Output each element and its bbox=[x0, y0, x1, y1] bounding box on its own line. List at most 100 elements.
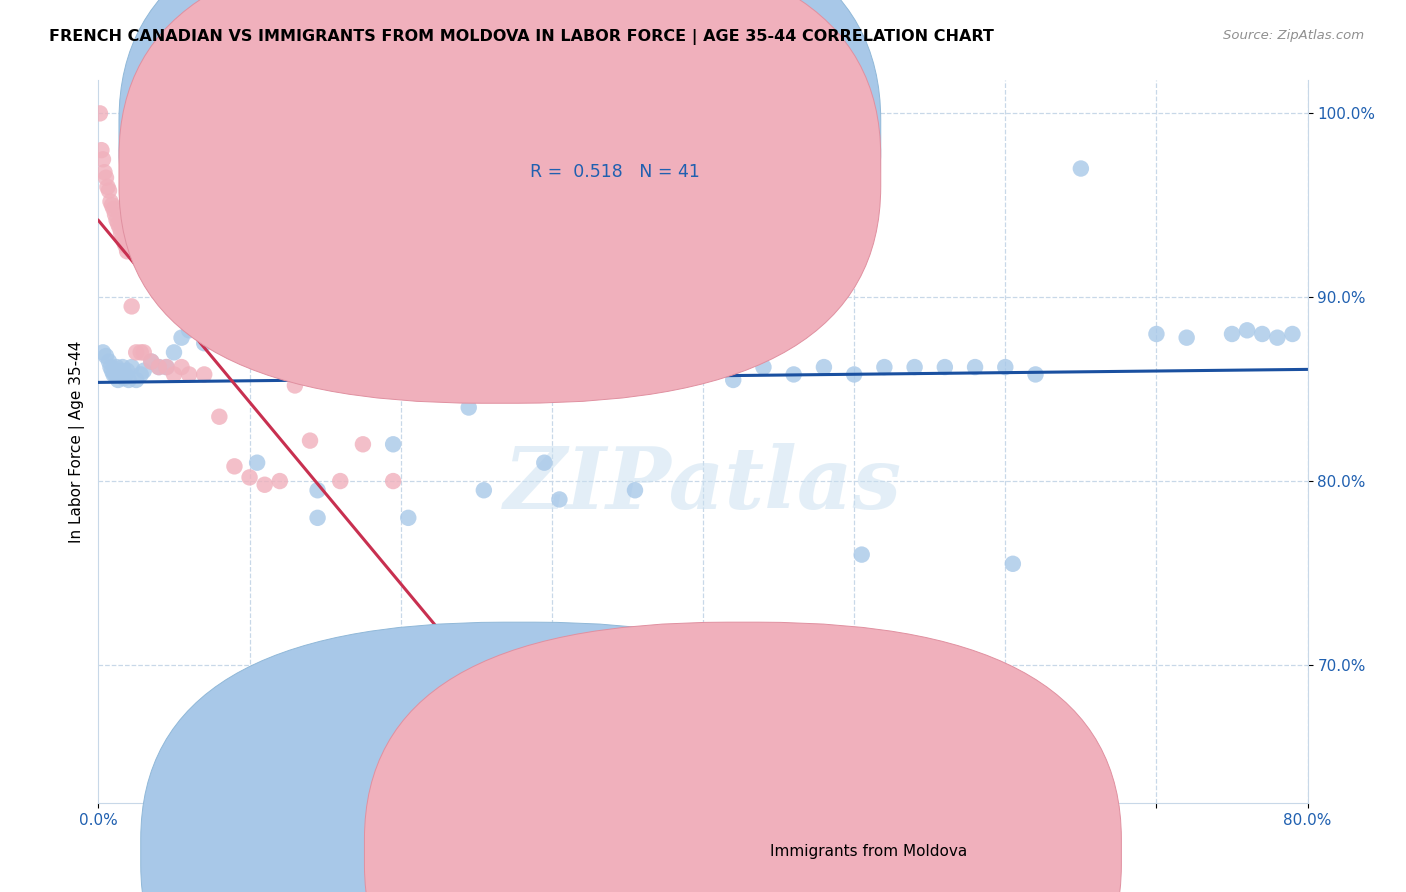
Text: ZIPatlas: ZIPatlas bbox=[503, 443, 903, 526]
Point bbox=[148, 360, 170, 375]
Point bbox=[510, 354, 533, 368]
Point bbox=[389, 368, 412, 382]
Point bbox=[90, 143, 112, 157]
FancyBboxPatch shape bbox=[467, 109, 872, 200]
Point bbox=[239, 470, 262, 484]
Point bbox=[994, 360, 1017, 375]
Point bbox=[224, 459, 246, 474]
Point bbox=[103, 202, 125, 216]
Point bbox=[299, 354, 322, 368]
Point bbox=[382, 437, 405, 451]
Point bbox=[851, 548, 873, 562]
Text: R =  0.088   N = 80: R = 0.088 N = 80 bbox=[530, 127, 700, 145]
Point bbox=[105, 360, 128, 375]
Point bbox=[269, 342, 291, 356]
FancyBboxPatch shape bbox=[120, 0, 880, 403]
Point bbox=[104, 368, 127, 382]
Point bbox=[208, 331, 231, 345]
Point bbox=[540, 364, 562, 378]
Point bbox=[108, 220, 131, 235]
Point bbox=[193, 368, 215, 382]
Point bbox=[125, 345, 148, 359]
Point bbox=[661, 360, 683, 375]
Point bbox=[110, 226, 132, 240]
Point bbox=[904, 360, 927, 375]
Text: Immigrants from Moldova: Immigrants from Moldova bbox=[769, 845, 967, 859]
FancyBboxPatch shape bbox=[120, 0, 880, 368]
Point bbox=[100, 194, 122, 209]
Point bbox=[1001, 557, 1024, 571]
Point bbox=[94, 349, 117, 363]
Point bbox=[299, 434, 322, 448]
Point bbox=[307, 511, 329, 525]
Point bbox=[420, 373, 443, 387]
Point bbox=[1175, 331, 1198, 345]
Point bbox=[224, 323, 246, 337]
Point bbox=[344, 360, 367, 375]
Point bbox=[813, 360, 835, 375]
Text: Source: ZipAtlas.com: Source: ZipAtlas.com bbox=[1223, 29, 1364, 42]
Point bbox=[571, 345, 593, 359]
Point bbox=[1070, 161, 1092, 176]
Point bbox=[89, 106, 111, 120]
Point bbox=[129, 368, 152, 382]
Point bbox=[141, 354, 163, 368]
Point bbox=[481, 345, 503, 359]
Point bbox=[179, 323, 201, 337]
Point bbox=[115, 364, 138, 378]
Point bbox=[253, 331, 276, 345]
Point bbox=[94, 170, 117, 185]
Point bbox=[107, 373, 129, 387]
Point bbox=[450, 373, 472, 387]
Point bbox=[118, 238, 141, 252]
Point bbox=[104, 207, 127, 221]
Point bbox=[107, 217, 129, 231]
Point bbox=[91, 345, 114, 359]
Point bbox=[329, 364, 352, 378]
Point bbox=[396, 511, 419, 525]
Point bbox=[307, 483, 329, 498]
Point bbox=[91, 153, 114, 167]
Point bbox=[96, 180, 118, 194]
Text: R =  0.518   N = 41: R = 0.518 N = 41 bbox=[530, 163, 700, 181]
Point bbox=[533, 456, 555, 470]
Point bbox=[163, 368, 186, 382]
Point bbox=[110, 368, 132, 382]
Point bbox=[1024, 368, 1046, 382]
Point bbox=[112, 235, 135, 249]
Point bbox=[382, 474, 405, 488]
Point bbox=[103, 368, 125, 382]
Point bbox=[873, 360, 896, 375]
Point bbox=[783, 368, 806, 382]
Point bbox=[114, 368, 136, 382]
Point bbox=[548, 492, 571, 507]
Point bbox=[111, 360, 134, 375]
Point bbox=[170, 331, 193, 345]
Point bbox=[631, 345, 654, 359]
Point bbox=[329, 474, 352, 488]
Point bbox=[93, 165, 115, 179]
Point bbox=[111, 231, 134, 245]
Point bbox=[352, 437, 374, 451]
Point bbox=[98, 354, 121, 368]
Point bbox=[112, 371, 135, 385]
Point bbox=[472, 483, 495, 498]
Point bbox=[101, 364, 124, 378]
FancyBboxPatch shape bbox=[141, 623, 897, 892]
Point bbox=[115, 244, 138, 259]
Point bbox=[692, 364, 714, 378]
Point bbox=[844, 368, 866, 382]
Point bbox=[602, 354, 624, 368]
Point bbox=[155, 360, 177, 375]
Point bbox=[132, 345, 155, 359]
Point bbox=[121, 300, 143, 314]
Point bbox=[934, 360, 956, 375]
Point bbox=[1144, 326, 1167, 341]
Point bbox=[965, 360, 987, 375]
Point bbox=[1267, 331, 1289, 345]
Point bbox=[314, 360, 336, 375]
Point bbox=[1281, 326, 1303, 341]
Point bbox=[118, 373, 141, 387]
Point bbox=[723, 373, 745, 387]
Point bbox=[125, 373, 148, 387]
